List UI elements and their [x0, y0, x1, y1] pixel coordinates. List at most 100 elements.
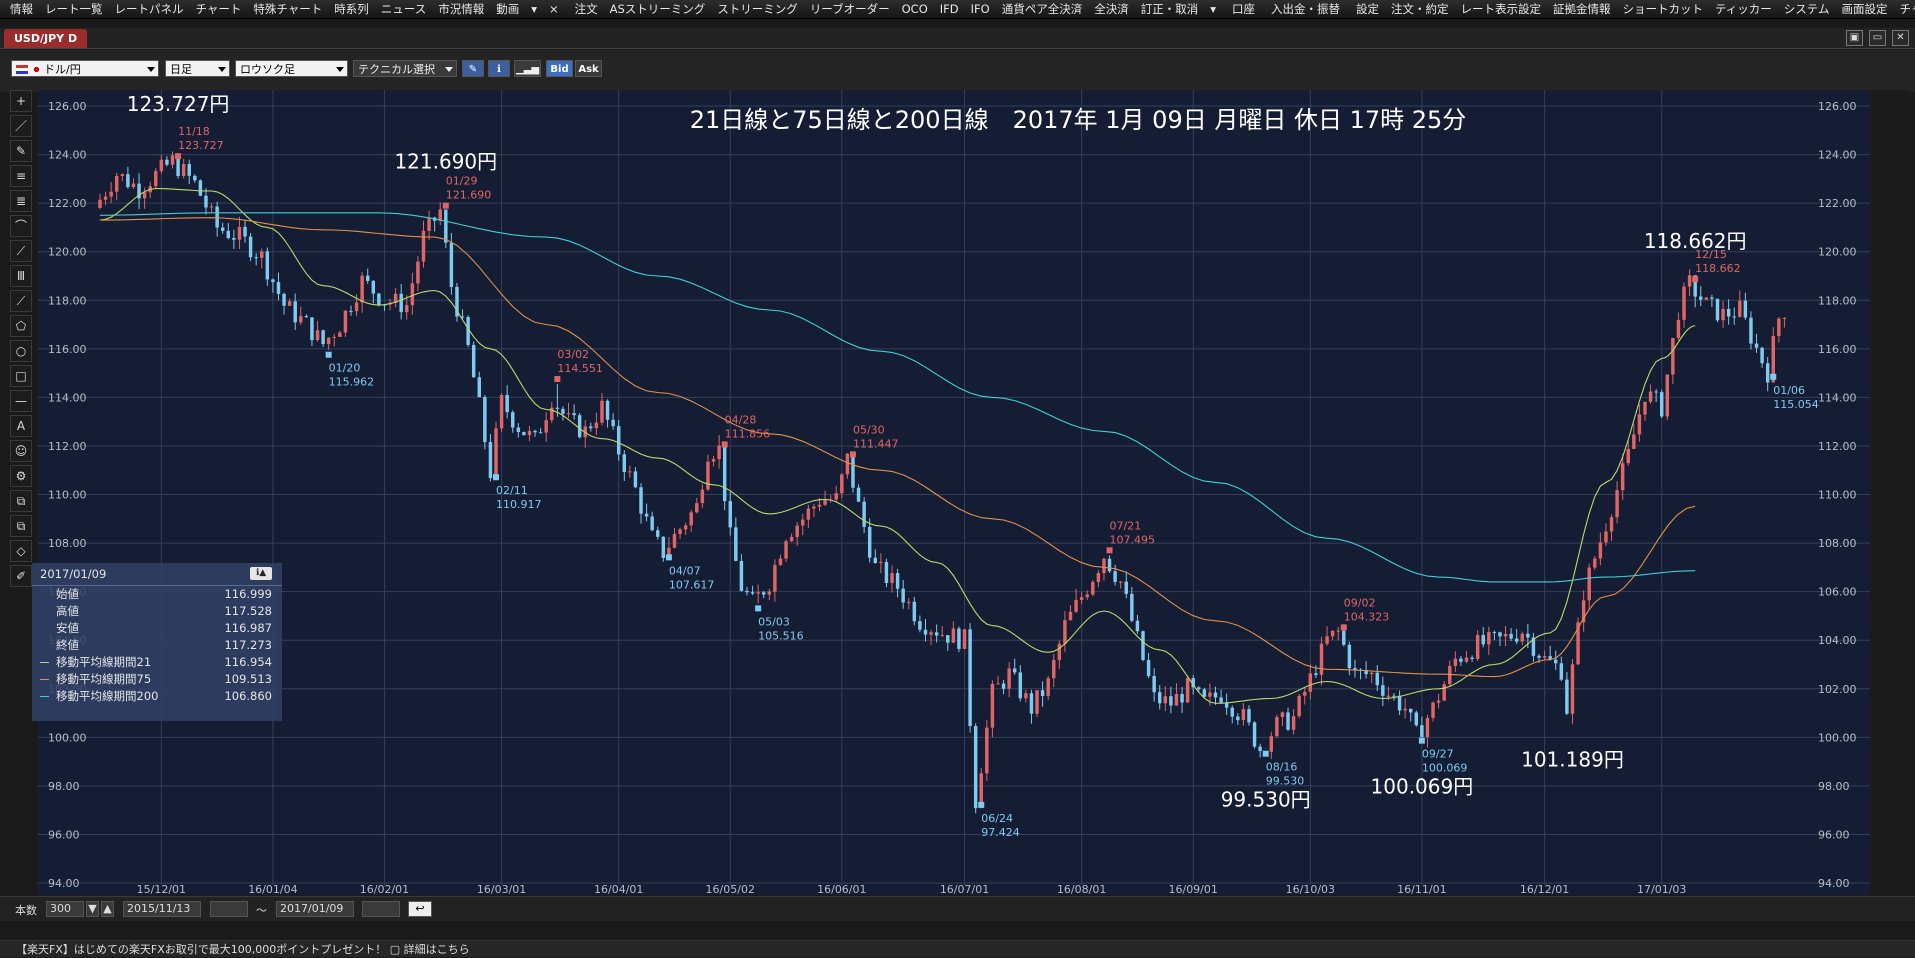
pen-tool-button[interactable]: ✎	[462, 60, 484, 77]
status-ticker[interactable]: 【楽天FX】はじめての楽天FXお取引で最大100,000ポイントプレゼント！ ▢…	[0, 940, 1915, 957]
candle-body	[1258, 746, 1262, 751]
menu-item-1[interactable]: レート一覧	[45, 2, 103, 16]
menu-item-8[interactable]: 動画	[496, 2, 520, 16]
candle-body	[494, 428, 498, 479]
info-row: 移動平均線期間75 109.513	[32, 671, 282, 688]
menu-item-28[interactable]: ショートカット	[1622, 2, 1703, 16]
lines2-tool-icon[interactable]: ≣	[10, 190, 32, 212]
candle-body	[706, 461, 710, 490]
eraser-tool-icon[interactable]: ✎	[10, 140, 32, 162]
chart-window-tab[interactable]: USD/JPY D	[4, 29, 88, 48]
menu-item-32[interactable]: チャート	[1899, 2, 1915, 16]
technical-select[interactable]: テクニカル選択	[353, 60, 457, 77]
count-up-button[interactable]: ▲	[101, 901, 114, 917]
menu-item-26[interactable]: レート表示設定	[1460, 2, 1541, 16]
minimize-icon[interactable]: ▭	[1869, 30, 1886, 46]
to-time-input[interactable]	[362, 901, 400, 917]
menu-item-27[interactable]: 証拠金情報	[1552, 2, 1611, 16]
menu-item-14[interactable]: リーブオーダー	[809, 2, 890, 16]
y-tick-label-right: 120.00	[1818, 246, 1857, 259]
menu-item-7[interactable]: 市況情報	[438, 2, 485, 16]
menu-item-4[interactable]: 特殊チャート	[253, 2, 323, 16]
menu-item-29[interactable]: ティッカー	[1714, 2, 1772, 16]
edit-tool-icon[interactable]: ✐	[10, 565, 32, 587]
count-input[interactable]: 300	[46, 901, 84, 917]
info-button[interactable]: ℹ	[488, 60, 510, 77]
from-time-input[interactable]	[210, 901, 248, 917]
to-date-input[interactable]: 2017/01/09	[276, 901, 354, 917]
candle-body	[934, 632, 939, 636]
info-toggle-icon[interactable]: ℹ▲	[250, 567, 272, 580]
icon-tool-icon[interactable]: ☺	[10, 440, 32, 462]
close-icon[interactable]: ✕	[1892, 30, 1909, 46]
arc-tool-icon[interactable]: ⌒	[10, 215, 32, 237]
candle-body	[154, 171, 158, 187]
candle-body	[1615, 490, 1619, 518]
circle-tool-icon[interactable]: ○	[10, 340, 32, 362]
count-down-button[interactable]: ▼	[86, 901, 99, 917]
candle-body	[377, 293, 381, 305]
menu-item-21[interactable]: ▾	[1210, 2, 1216, 16]
text-tool-icon[interactable]: A	[10, 415, 32, 437]
menu-item-30[interactable]: システム	[1783, 2, 1830, 16]
x-tick-label: 16/03/01	[477, 883, 526, 895]
restore-icon[interactable]: ▣	[1846, 30, 1863, 46]
delete-tool-icon[interactable]: ◇	[10, 540, 32, 562]
from-date-input[interactable]: 2015/11/13	[123, 901, 201, 917]
candle-body	[360, 275, 364, 303]
refresh-button[interactable]: ↩	[408, 901, 432, 917]
paste-tool-icon[interactable]: ⧉	[10, 515, 32, 537]
vertical-tool-icon[interactable]: Ⅲ	[10, 265, 32, 287]
menu-item-20[interactable]: 訂正・取消	[1140, 2, 1199, 16]
menu-item-19[interactable]: 全決済	[1094, 2, 1129, 16]
y-tick-label-right: 110.00	[1818, 489, 1857, 502]
settings-tool-icon[interactable]: ⚙	[10, 465, 32, 487]
candle-body	[695, 503, 699, 513]
menu-item-18[interactable]: 通貨ペア全決済	[1001, 2, 1083, 16]
candle-body	[1230, 707, 1234, 717]
menu-item-24[interactable]: 設定	[1355, 2, 1379, 16]
trend-tool-icon[interactable]: ⟋	[10, 290, 32, 312]
menu-item-5[interactable]: 時系列	[334, 2, 369, 16]
lines-tool-icon[interactable]: ≡	[10, 165, 32, 187]
candle-body	[1620, 463, 1625, 491]
menu-item-17[interactable]: IFO	[970, 2, 990, 16]
candle-body	[1035, 690, 1039, 714]
menu-item-9[interactable]: ▾	[531, 2, 537, 16]
menu-item-10[interactable]: ×	[549, 2, 559, 16]
menu-item-6[interactable]: ニュース	[380, 2, 427, 16]
candle-body	[371, 280, 376, 294]
menu-item-13[interactable]: ストリーミング	[717, 2, 798, 16]
triangle-down-icon: ▼	[88, 902, 97, 915]
menu-item-25[interactable]: 注文・約定	[1390, 2, 1449, 16]
candle-body	[126, 174, 130, 188]
bid-button[interactable]: Bid	[546, 60, 573, 77]
menu-item-23[interactable]: 入出金・振替	[1270, 2, 1340, 16]
fan-tool-icon[interactable]: ⟋	[10, 240, 32, 262]
menu-item-11[interactable]: 注文	[574, 2, 598, 16]
volume-button[interactable]: ▁▃▅	[514, 60, 541, 77]
copy-tool-icon[interactable]: ⧉	[10, 490, 32, 512]
menu-item-0[interactable]: 情報	[10, 2, 33, 16]
crosshair-tool-icon[interactable]: +	[10, 90, 32, 112]
ask-button[interactable]: Ask	[575, 60, 602, 77]
menu-item-2[interactable]: レートパネル	[114, 2, 184, 16]
timeframe-select[interactable]: 日足	[165, 60, 230, 77]
rectangle-tool-icon[interactable]: □	[10, 365, 32, 387]
menu-item-15[interactable]: OCO	[901, 2, 928, 16]
horizontal-tool-icon[interactable]: —	[10, 390, 32, 412]
line-tool-icon[interactable]: ／	[10, 115, 32, 137]
legend-line-icon	[40, 696, 49, 697]
menu-item-3[interactable]: チャート	[195, 2, 242, 16]
currency-pair-select[interactable]: ドル/円	[11, 60, 159, 77]
info-label: 移動平均線期間21	[56, 655, 152, 669]
menu-item-22[interactable]: 口座	[1231, 2, 1255, 16]
candle-body	[773, 565, 777, 592]
candle-body	[1570, 664, 1575, 714]
price-chart[interactable]: 126.00 126.00 124.00 124.00 122.00 122.00 120.…	[38, 90, 1910, 895]
menu-item-12[interactable]: ASストリーミング	[609, 2, 706, 16]
chart-type-select[interactable]: ロウソク足	[235, 60, 348, 77]
pentagon-tool-icon[interactable]: ⬠	[10, 315, 32, 337]
menu-item-16[interactable]: IFD	[939, 2, 959, 16]
menu-item-31[interactable]: 画面設定	[1841, 2, 1888, 16]
